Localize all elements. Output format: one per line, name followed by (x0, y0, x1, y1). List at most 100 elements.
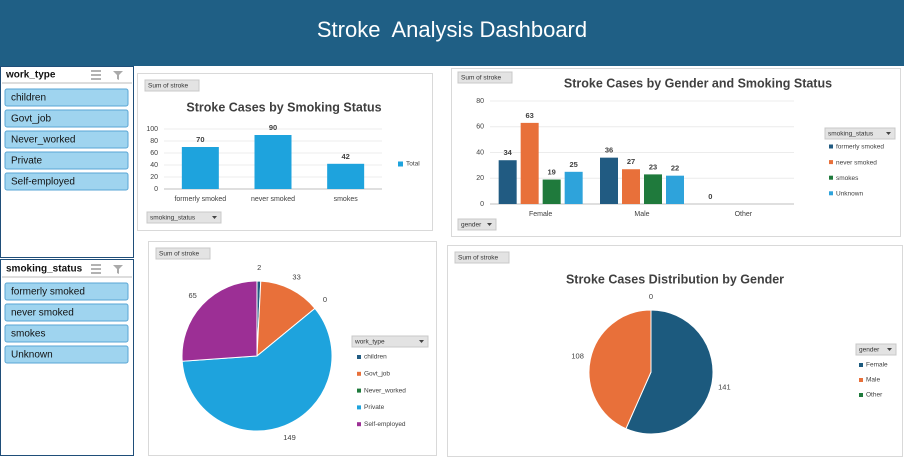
field-button-label: gender (461, 222, 482, 229)
field-button-label: Sum of stroke (159, 251, 199, 258)
slicer-item-label: formerly smoked (11, 287, 85, 298)
slicer-item[interactable] (4, 88, 129, 107)
y-tick-label: 60 (150, 150, 158, 157)
multi-select-icon[interactable] (91, 264, 101, 274)
field-button-label: smoking_status (150, 215, 196, 222)
bar (520, 122, 539, 204)
field-button-label: gender (859, 347, 880, 354)
y-tick-label: 80 (150, 138, 158, 145)
field-button[interactable] (457, 71, 513, 84)
slicer-item-label: Unknown (11, 350, 53, 361)
data-label: 36 (605, 146, 613, 155)
y-tick-label: 20 (476, 175, 484, 182)
y-tick-label: 0 (154, 186, 158, 193)
dropdown-arrow[interactable] (887, 348, 892, 351)
slicer-item-label: Private (11, 156, 43, 167)
pie-slice (181, 280, 258, 362)
dashboard-title: Stroke Analysis Dashboard (317, 17, 587, 42)
y-tick-label: 40 (150, 162, 158, 169)
bar (644, 174, 662, 204)
pie-slice (588, 309, 652, 430)
legend-swatch (398, 161, 403, 167)
slicer-item[interactable] (4, 345, 129, 364)
field-button[interactable] (824, 127, 896, 140)
slicer-item[interactable] (4, 109, 129, 128)
y-tick-label: 100 (146, 126, 158, 133)
data-label: 2 (257, 263, 261, 272)
field-button-label: work_type (354, 339, 385, 346)
field-button[interactable] (855, 343, 897, 356)
legend-label: Private (364, 404, 385, 411)
bar (254, 135, 292, 189)
legend-swatch (357, 355, 361, 359)
legend-label: smokes (836, 175, 859, 182)
field-button[interactable] (155, 247, 211, 260)
data-label: 90 (269, 123, 277, 132)
data-label: 22 (671, 164, 679, 173)
data-label: 141 (718, 382, 731, 391)
data-label: 65 (188, 291, 196, 300)
dropdown-arrow[interactable] (487, 223, 492, 226)
x-tick-label: formerly smoked (174, 196, 226, 203)
data-label: 25 (569, 160, 577, 169)
slicer-item[interactable] (4, 282, 129, 301)
slicer-item[interactable] (4, 151, 129, 170)
slicer-item[interactable] (4, 324, 129, 343)
legend-label: Govt_job (364, 371, 390, 378)
slicer-item-label: Self-employed (11, 177, 75, 188)
slicer-item-label: Govt_job (11, 114, 51, 125)
data-label: 34 (503, 148, 512, 157)
y-tick-label: 20 (150, 174, 158, 181)
legend-label: Self-employed (364, 421, 406, 428)
x-tick-label: smokes (334, 196, 359, 203)
chart-title: Stroke Cases Distribution by Gender (566, 272, 784, 286)
data-label: 33 (292, 272, 300, 281)
legend-swatch (829, 191, 833, 196)
pie-slice (256, 280, 316, 358)
slicer-box (0, 259, 134, 456)
dropdown-arrow[interactable] (212, 216, 217, 219)
legend-label: children (364, 354, 387, 361)
bar (181, 147, 219, 189)
data-label: 108 (571, 351, 584, 360)
x-tick-label: Other (735, 211, 753, 218)
legend-label: Total (406, 161, 420, 168)
slicer-item[interactable] (4, 130, 129, 149)
field-button[interactable] (144, 79, 200, 92)
data-label: 0 (649, 292, 653, 301)
bar (622, 169, 640, 204)
x-tick-label: Male (634, 211, 649, 218)
dropdown-arrow[interactable] (886, 132, 891, 135)
multi-select-icon[interactable] (91, 70, 101, 80)
slicer-item[interactable] (4, 172, 129, 191)
bar (498, 160, 517, 204)
legend-swatch (357, 422, 361, 427)
legend-swatch (859, 363, 863, 367)
slicer-title: work_type (5, 70, 56, 81)
field-button-label: smoking_status (828, 131, 874, 138)
bar (327, 163, 365, 189)
slicer-item-label: children (11, 93, 46, 104)
legend-swatch (829, 160, 833, 165)
clear-filter-icon[interactable] (113, 265, 123, 274)
data-label: 149 (283, 433, 296, 442)
slicer-item-label: never smoked (11, 308, 74, 319)
legend-label: Female (866, 362, 888, 369)
slicer-item[interactable] (4, 303, 129, 322)
field-button[interactable] (351, 335, 429, 348)
legend-label: Unknown (836, 191, 863, 198)
slicer-box (0, 66, 134, 258)
field-button[interactable] (146, 211, 222, 224)
dropdown-arrow[interactable] (419, 340, 424, 343)
field-button[interactable] (457, 218, 497, 231)
field-button[interactable] (454, 251, 510, 264)
legend-label: never smoked (836, 159, 877, 166)
clear-filter-icon[interactable] (113, 71, 123, 80)
legend-label: Male (866, 377, 880, 384)
bar (666, 175, 684, 204)
data-label: 42 (341, 152, 349, 161)
legend-swatch (859, 378, 863, 382)
data-label: 19 (547, 168, 555, 177)
field-button-label: Sum of stroke (148, 83, 188, 90)
